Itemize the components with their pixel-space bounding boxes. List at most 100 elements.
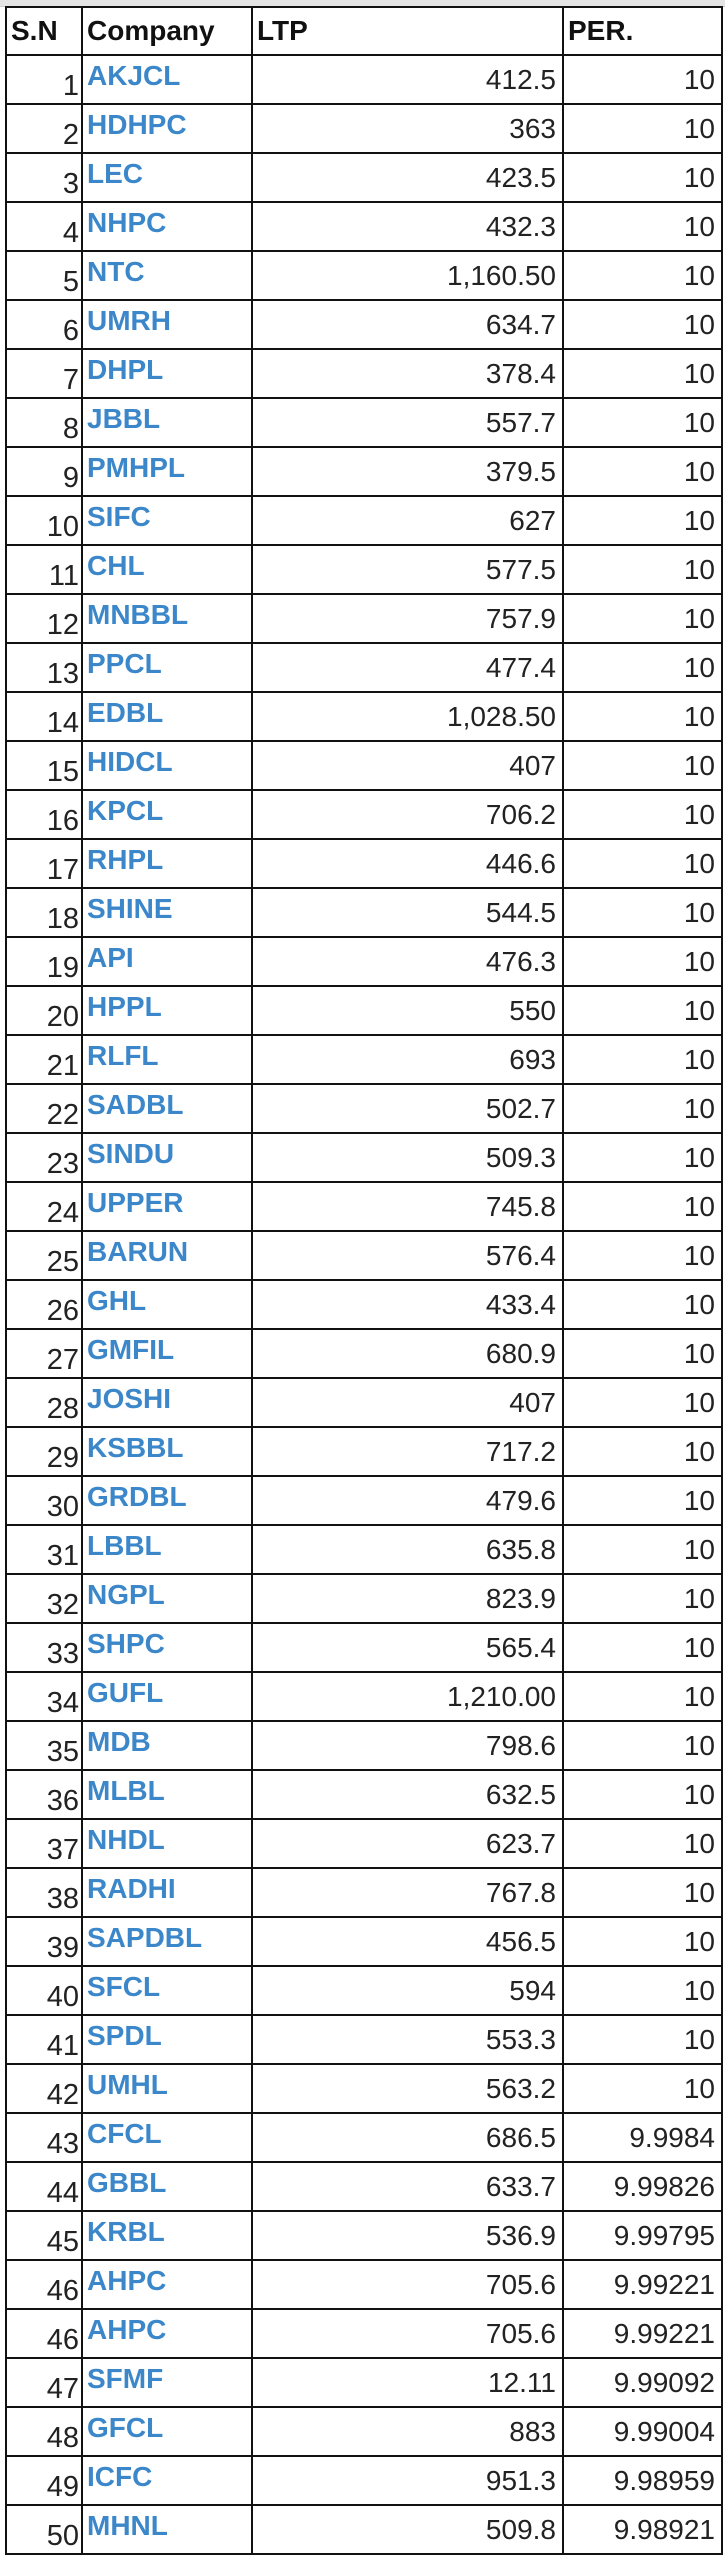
row-ltp: 479.6	[251, 1475, 564, 1526]
table-row: 23 SINDU 509.3 10	[5, 1132, 723, 1183]
row-ltp: 509.3	[251, 1132, 564, 1183]
row-sn: 23	[5, 1132, 83, 1183]
row-sn: 20	[5, 985, 83, 1036]
table-row: 49 ICFC 951.3 9.98959	[5, 2455, 723, 2506]
row-sn: 49	[5, 2455, 83, 2506]
table-row: 8 JBBL 557.7 10	[5, 397, 723, 448]
row-company: SPDL	[81, 2014, 253, 2065]
row-per: 10	[562, 544, 723, 595]
row-sn: 21	[5, 1034, 83, 1085]
row-ltp: 363	[251, 103, 564, 154]
row-company: MLBL	[81, 1769, 253, 1820]
row-per: 9.99092	[562, 2357, 723, 2408]
row-per: 10	[562, 1916, 723, 1967]
row-company: NGPL	[81, 1573, 253, 1624]
row-ltp: 706.2	[251, 789, 564, 840]
row-company: SINDU	[81, 1132, 253, 1183]
row-company: PPCL	[81, 642, 253, 693]
table-row: 21 RLFL 693 10	[5, 1034, 723, 1085]
table-row: 32 NGPL 823.9 10	[5, 1573, 723, 1624]
row-company: SFMF	[81, 2357, 253, 2408]
row-company: KRBL	[81, 2210, 253, 2261]
row-per: 10	[562, 2014, 723, 2065]
row-per: 10	[562, 201, 723, 252]
table-row: 34 GUFL 1,210.00 10	[5, 1671, 723, 1722]
row-per: 10	[562, 1083, 723, 1134]
row-company: RADHI	[81, 1867, 253, 1918]
row-per: 10	[562, 348, 723, 399]
row-per: 9.9984	[562, 2112, 723, 2163]
table-row: 46 AHPC 705.6 9.99221	[5, 2308, 723, 2359]
row-sn: 35	[5, 1720, 83, 1771]
row-per: 10	[562, 740, 723, 791]
row-ltp: 883	[251, 2406, 564, 2457]
row-per: 10	[562, 2063, 723, 2114]
row-per: 10	[562, 1524, 723, 1575]
table-row: 18 SHINE 544.5 10	[5, 887, 723, 938]
table-row: 38 RADHI 767.8 10	[5, 1867, 723, 1918]
row-ltp: 680.9	[251, 1328, 564, 1379]
row-ltp: 623.7	[251, 1818, 564, 1869]
table-row: 48 GFCL 883 9.99004	[5, 2406, 723, 2457]
table-row: 15 HIDCL 407 10	[5, 740, 723, 791]
row-ltp: 502.7	[251, 1083, 564, 1134]
row-sn: 14	[5, 691, 83, 742]
table-row: 22 SADBL 502.7 10	[5, 1083, 723, 1134]
row-company: MDB	[81, 1720, 253, 1771]
row-company: NHPC	[81, 201, 253, 252]
row-per: 10	[562, 1132, 723, 1183]
table-row: 28 JOSHI 407 10	[5, 1377, 723, 1428]
row-per: 10	[562, 838, 723, 889]
row-per: 10	[562, 642, 723, 693]
table-row: 11 CHL 577.5 10	[5, 544, 723, 595]
table-row: 31 LBBL 635.8 10	[5, 1524, 723, 1575]
row-ltp: 705.6	[251, 2259, 564, 2310]
row-per: 10	[562, 1965, 723, 2016]
table-row: 44 GBBL 633.7 9.99826	[5, 2161, 723, 2212]
row-ltp: 798.6	[251, 1720, 564, 1771]
header-ltp: LTP	[251, 6, 564, 56]
row-per: 10	[562, 887, 723, 938]
row-ltp: 456.5	[251, 1916, 564, 1967]
table-row: 19 API 476.3 10	[5, 936, 723, 987]
table-row: 16 KPCL 706.2 10	[5, 789, 723, 840]
row-ltp: 693	[251, 1034, 564, 1085]
row-sn: 7	[5, 348, 83, 399]
row-ltp: 757.9	[251, 593, 564, 644]
row-sn: 43	[5, 2112, 83, 2163]
row-sn: 19	[5, 936, 83, 987]
row-per: 10	[562, 936, 723, 987]
row-per: 9.99004	[562, 2406, 723, 2457]
table-row: 40 SFCL 594 10	[5, 1965, 723, 2016]
row-per: 9.99221	[562, 2308, 723, 2359]
row-sn: 46	[5, 2308, 83, 2359]
table-row: 9 PMHPL 379.5 10	[5, 446, 723, 497]
row-company: KPCL	[81, 789, 253, 840]
row-per: 9.99221	[562, 2259, 723, 2310]
row-sn: 4	[5, 201, 83, 252]
row-company: SHPC	[81, 1622, 253, 1673]
row-per: 9.98921	[562, 2504, 723, 2555]
row-sn: 1	[5, 54, 83, 105]
row-company: JOSHI	[81, 1377, 253, 1428]
row-per: 10	[562, 1818, 723, 1869]
row-sn: 45	[5, 2210, 83, 2261]
row-company: LEC	[81, 152, 253, 203]
row-sn: 44	[5, 2161, 83, 2212]
row-company: BARUN	[81, 1230, 253, 1281]
row-company: UMHL	[81, 2063, 253, 2114]
table-row: 14 EDBL 1,028.50 10	[5, 691, 723, 742]
row-sn: 50	[5, 2504, 83, 2555]
row-ltp: 477.4	[251, 642, 564, 693]
row-per: 10	[562, 691, 723, 742]
row-company: RHPL	[81, 838, 253, 889]
row-company: JBBL	[81, 397, 253, 448]
row-ltp: 745.8	[251, 1181, 564, 1232]
stock-table: S.N Company LTP PER. 1 AKJCL 412.5 10 2 HDHPC…	[5, 6, 723, 2555]
row-sn: 8	[5, 397, 83, 448]
row-ltp: 823.9	[251, 1573, 564, 1624]
row-per: 10	[562, 1622, 723, 1673]
row-per: 10	[562, 789, 723, 840]
table-row: 26 GHL 433.4 10	[5, 1279, 723, 1330]
row-ltp: 565.4	[251, 1622, 564, 1673]
